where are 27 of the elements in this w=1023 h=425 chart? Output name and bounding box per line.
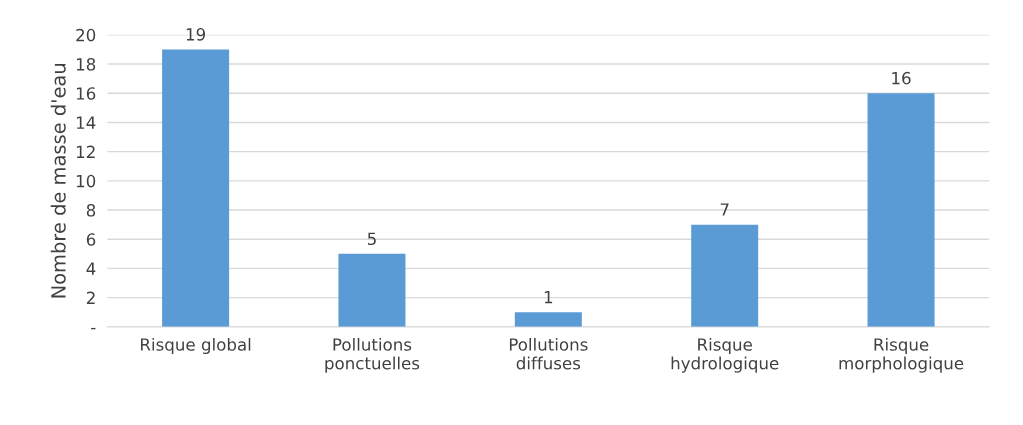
y-tick-label: 4 (86, 262, 96, 275)
y-tick-label: 2 (86, 291, 95, 304)
bar (162, 49, 230, 327)
x-tick-label: Pollutions diffuses (509, 337, 588, 370)
bar (867, 93, 935, 327)
y-tick-label: 20 (76, 28, 96, 42)
data-label: 5 (367, 232, 376, 246)
y-tick-label: 8 (86, 204, 96, 217)
y-tick-label: 6 (86, 233, 96, 246)
y-tick-label: 18 (76, 58, 96, 71)
data-label: 16 (892, 71, 911, 85)
x-tick-label: Risque hydrologique (671, 337, 779, 373)
x-tick-label: Risque global (141, 337, 251, 355)
y-tick-label: 14 (76, 116, 96, 129)
x-tick-label: Pollutions ponctuelles (325, 337, 420, 373)
y-tick-label: 16 (76, 87, 96, 100)
y-axis-title: Nombre de masse d'eau (50, 64, 66, 298)
bar (514, 312, 582, 327)
data-label: 1 (544, 291, 553, 304)
x-tick-label: Risque morphologique (839, 337, 964, 373)
y-tick-label: - (91, 327, 96, 330)
y-tick-label: 10 (76, 174, 96, 188)
y-tick-label: 12 (76, 145, 95, 158)
data-label: 19 (186, 28, 206, 41)
data-label: 7 (720, 203, 729, 216)
bar (338, 253, 406, 327)
bar (691, 224, 759, 327)
